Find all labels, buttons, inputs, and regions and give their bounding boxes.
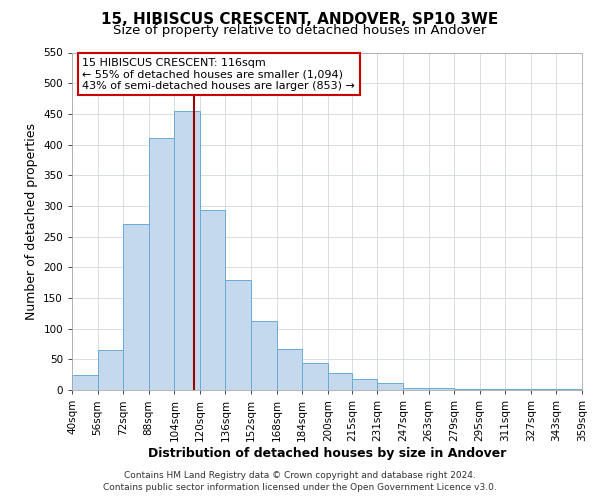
Bar: [175, 111, 200, 390]
Bar: [251, 320, 277, 390]
Text: Contains HM Land Registry data © Crown copyright and database right 2024.
Contai: Contains HM Land Registry data © Crown c…: [103, 471, 497, 492]
Bar: [98, 350, 123, 390]
Bar: [428, 388, 454, 390]
Bar: [277, 349, 302, 390]
Bar: [377, 383, 403, 390]
Bar: [200, 210, 226, 390]
Bar: [454, 389, 479, 390]
Bar: [149, 138, 175, 390]
Text: Size of property relative to detached houses in Andover: Size of property relative to detached ho…: [113, 24, 487, 37]
Bar: [352, 379, 377, 390]
Bar: [505, 389, 531, 390]
Bar: [123, 224, 149, 390]
Y-axis label: Number of detached properties: Number of detached properties: [25, 122, 38, 320]
Text: 15 HIBISCUS CRESCENT: 116sqm
← 55% of detached houses are smaller (1,094)
43% of: 15 HIBISCUS CRESCENT: 116sqm ← 55% of de…: [82, 58, 355, 91]
Bar: [479, 389, 505, 390]
Bar: [531, 389, 556, 390]
Bar: [302, 363, 328, 390]
Bar: [72, 374, 98, 390]
Bar: [403, 388, 428, 390]
X-axis label: Distribution of detached houses by size in Andover: Distribution of detached houses by size …: [148, 446, 506, 460]
Bar: [328, 374, 352, 390]
Bar: [556, 389, 582, 390]
Bar: [226, 280, 251, 390]
Text: 15, HIBISCUS CRESCENT, ANDOVER, SP10 3WE: 15, HIBISCUS CRESCENT, ANDOVER, SP10 3WE: [101, 12, 499, 26]
